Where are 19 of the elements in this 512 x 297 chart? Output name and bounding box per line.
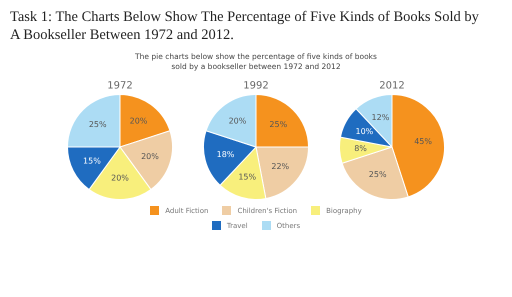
data-label: 20% [111,174,130,183]
data-label: 20% [228,116,247,126]
data-label: 12% [372,112,390,122]
data-label: 25% [269,120,288,129]
data-label: 22% [271,162,290,172]
data-label: 10% [356,126,374,136]
data-label: 15% [83,156,102,166]
data-label: 25% [368,170,387,180]
data-label: 45% [414,137,432,146]
data-label: 18% [216,150,235,159]
chart-title: 2012 [379,80,405,92]
data-label: 8% [354,144,368,154]
text: Task 1: The Charts Below Show The Percentage of Five Kinds of Books Sold by A Bookseller Between 1972 and 2012. [9,8,480,44]
data-label: 25% [88,120,108,129]
chart-title: 1972 [107,80,133,92]
chart-title: 1992 [243,80,269,92]
data-label: 20% [130,116,148,126]
data-label: 15% [238,172,256,182]
data-label: 20% [141,152,160,161]
